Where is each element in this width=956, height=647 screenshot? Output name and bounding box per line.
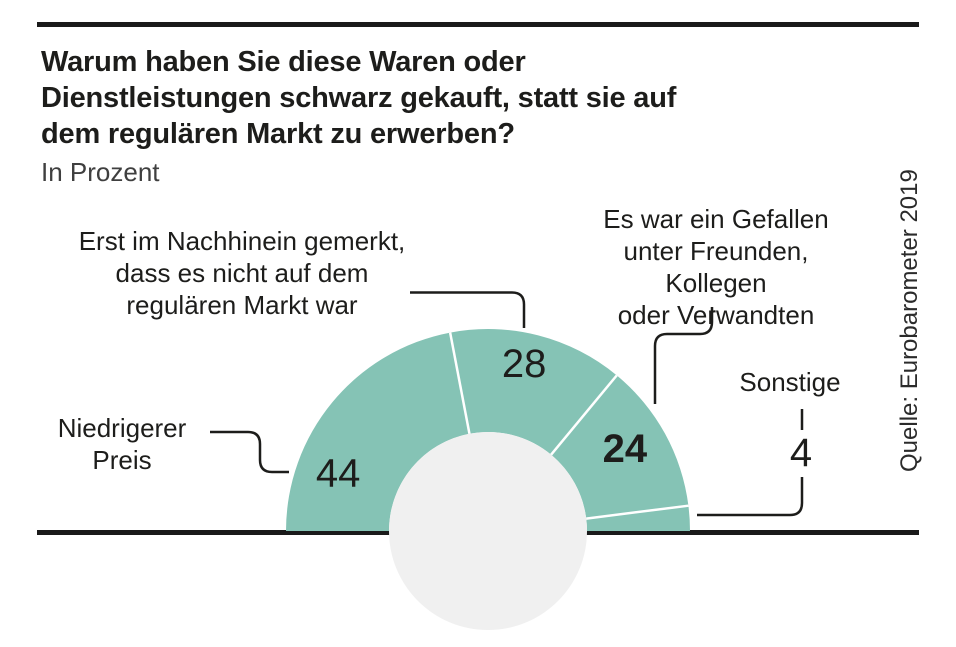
callout-label-gefallen: Es war ein Gefallen unter Freunden, Koll…: [603, 204, 829, 330]
page-title: Warum haben Sie diese Waren oder Dienstl…: [41, 46, 677, 150]
donut-segment-0: [286, 332, 470, 531]
callout-label-sonstige: Sonstige: [739, 367, 841, 397]
value-label-segment-0: 44: [316, 451, 361, 495]
donut-segment-1: [450, 329, 617, 455]
source-note: Quelle: Eurobarometer 2019: [896, 169, 923, 472]
donut-segments: [286, 329, 690, 531]
segment-value-labels: 44 28 24: [316, 342, 648, 495]
donut-segment-2: [551, 375, 689, 519]
top-rule: [37, 22, 919, 27]
value-label-segment-1: 28: [502, 342, 547, 386]
chart-subtitle: In Prozent: [41, 157, 160, 187]
connector-erst-im-nachhinein: [410, 291, 526, 328]
segment-divider-1: [550, 374, 618, 456]
donut-hole: [389, 432, 587, 630]
connector-niedrigerer-preis: [210, 430, 289, 474]
callout-label-erst-im-nachhinein: Erst im Nachhinein gemerkt, dass es nich…: [78, 226, 406, 320]
donut-segment-3: [586, 505, 690, 531]
value-label-sonstige: 4: [789, 431, 813, 475]
callout-label-niedrigerer-preis: Niedrigerer Preis: [57, 413, 187, 475]
connector-sonstige-to-segment: [697, 477, 804, 517]
segment-dividers: [448, 332, 689, 520]
segment-divider-2: [586, 504, 689, 520]
segment-divider-0: [448, 332, 471, 434]
callout-connectors: [210, 291, 804, 517]
value-label-segment-2: 24: [603, 427, 648, 471]
connector-gefallen: [653, 307, 714, 404]
